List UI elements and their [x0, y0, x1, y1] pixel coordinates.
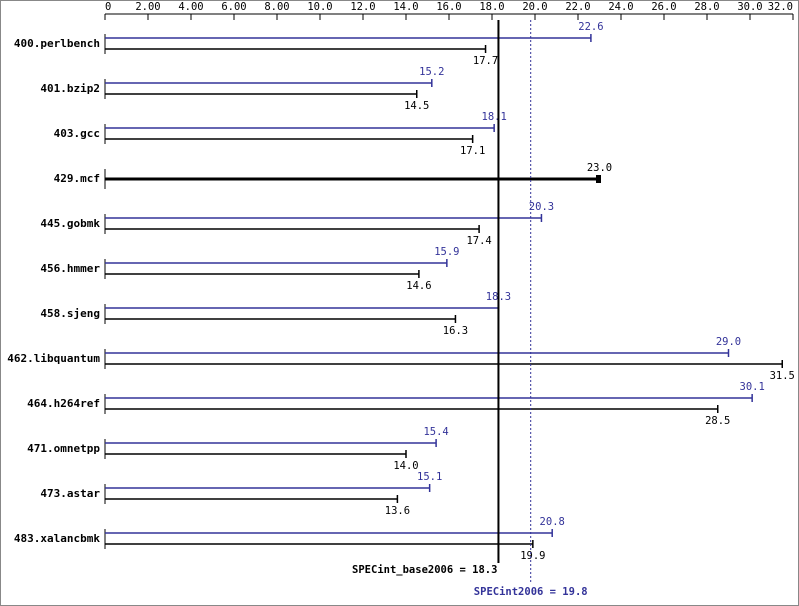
category-label: 403.gcc [54, 127, 100, 140]
x-tick-label: 32.0 [768, 1, 793, 13]
value-label: 29.0 [716, 336, 741, 348]
base-bar [105, 45, 487, 53]
value-label: 15.1 [417, 471, 442, 483]
peak-bar [105, 79, 433, 87]
x-tick-label: 12.0 [350, 1, 375, 13]
category-label: 458.sjeng [40, 307, 100, 320]
category-label: 483.xalancbmk [14, 532, 100, 545]
value-label: 15.2 [419, 66, 444, 78]
peak-bar [105, 214, 543, 222]
x-tick-label: 24.0 [608, 1, 633, 13]
value-label: 20.8 [540, 516, 565, 528]
x-tick-label: 8.00 [264, 1, 289, 13]
x-tick-label: 6.00 [221, 1, 246, 13]
reference-label: SPECint2006 = 19.8 [474, 586, 588, 598]
x-tick-label: 0 [105, 1, 111, 13]
value-label: 19.9 [520, 550, 545, 562]
category-label: 464.h264ref [27, 397, 100, 410]
value-label: 20.3 [529, 201, 554, 213]
value-label: 15.9 [434, 246, 459, 258]
base-bar [105, 90, 418, 98]
category-label: 471.omnetpp [27, 442, 100, 455]
value-label: 14.5 [404, 100, 429, 112]
category-label: 400.perlbench [14, 37, 100, 50]
base-bar [105, 135, 474, 143]
value-label: 13.6 [385, 505, 410, 517]
peak-bar [105, 394, 753, 402]
x-tick-label: 20.0 [522, 1, 547, 13]
value-label: 17.1 [460, 145, 485, 157]
category-label: 456.hmmer [40, 262, 100, 275]
reference-label: SPECint_base2006 = 18.3 [352, 564, 497, 576]
value-label: 14.6 [406, 280, 431, 292]
base-bar [105, 450, 407, 458]
base-bar [105, 175, 601, 183]
category-label: 462.libquantum [7, 352, 100, 365]
base-bar [105, 540, 534, 548]
value-label: 31.5 [770, 370, 795, 382]
value-label: 17.7 [473, 55, 498, 67]
value-label: 22.6 [578, 21, 603, 33]
base-bar [105, 405, 719, 413]
x-tick-label: 16.0 [436, 1, 461, 13]
x-tick-label: 14.0 [393, 1, 418, 13]
value-label: 23.0 [587, 162, 612, 174]
base-bar [105, 360, 783, 368]
value-label: 18.1 [482, 111, 507, 123]
x-tick-label: 26.0 [651, 1, 676, 13]
base-bar [105, 225, 480, 233]
category-label: 473.astar [40, 487, 100, 500]
peak-bar [105, 259, 448, 267]
x-tick-label: 10.0 [307, 1, 332, 13]
peak-bar [105, 484, 431, 492]
x-tick-label: 2.00 [135, 1, 160, 13]
peak-bar [105, 34, 592, 42]
peak-bar [105, 349, 730, 357]
category-label: 445.gobmk [40, 217, 100, 230]
value-label: 28.5 [705, 415, 730, 427]
category-label: 429.mcf [54, 172, 100, 185]
x-tick-label: 4.00 [178, 1, 203, 13]
value-label: 14.0 [393, 460, 418, 472]
base-bar [105, 495, 399, 503]
x-tick-label: 22.0 [565, 1, 590, 13]
value-label: 15.4 [423, 426, 448, 438]
value-label: 16.3 [443, 325, 468, 337]
x-tick-label: 28.0 [694, 1, 719, 13]
value-label: 30.1 [740, 381, 765, 393]
x-tick-label: 18.0 [479, 1, 504, 13]
peak-bar [105, 439, 437, 447]
peak-bar [105, 124, 495, 132]
value-label: 17.4 [466, 235, 491, 247]
base-bar [105, 270, 420, 278]
x-tick-label: 30.0 [737, 1, 762, 13]
base-bar [105, 315, 457, 323]
peak-bar [105, 529, 553, 537]
category-label: 401.bzip2 [40, 82, 100, 95]
